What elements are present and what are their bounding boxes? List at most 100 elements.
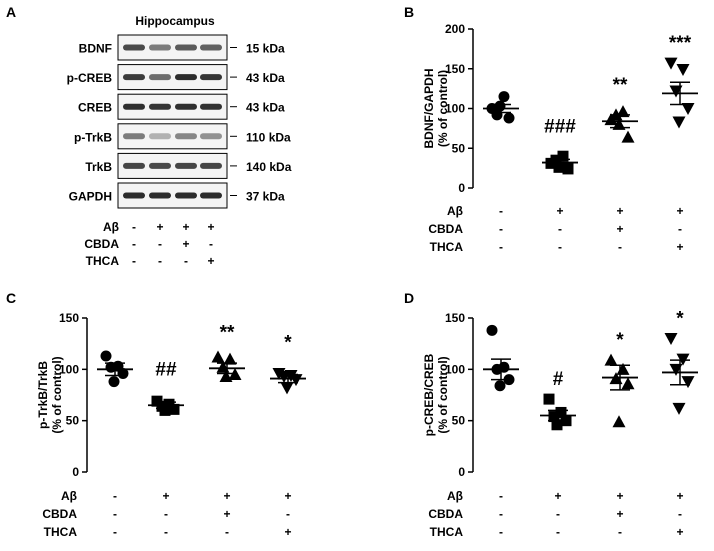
blot-treatment-sign: + xyxy=(156,220,163,234)
data-group: ** xyxy=(602,75,638,143)
data-point xyxy=(548,411,560,423)
treatment-label: Aβ xyxy=(447,489,463,503)
treatment-sign: - xyxy=(499,507,503,521)
treatment-label: Aβ xyxy=(61,489,77,503)
treatment-sign: + xyxy=(676,525,683,539)
significance-marker: # xyxy=(553,369,564,390)
blot-kda-label: 110 kDa xyxy=(246,130,291,144)
treatment-sign: - xyxy=(678,222,682,236)
blot-row: CREB 43 kDa xyxy=(78,93,285,120)
treatment-sign: + xyxy=(676,240,683,254)
y-tick-label: 0 xyxy=(72,465,79,479)
treatment-sign: - xyxy=(558,240,562,254)
blot-kda-label: 43 kDa xyxy=(246,71,285,85)
blot-protein-label: p-TrkB xyxy=(74,130,112,144)
blot-treatment-sign: - xyxy=(158,254,162,268)
treatment-sign: - xyxy=(286,507,290,521)
blot-band xyxy=(200,162,222,169)
blot-band xyxy=(200,192,222,199)
significance-marker: * xyxy=(676,309,684,330)
data-point xyxy=(223,352,237,365)
blot-kda-label: 43 kDa xyxy=(246,101,285,115)
blot-band xyxy=(175,103,197,110)
blot-treatment-sign: - xyxy=(132,220,136,234)
blot-treatment-sign: - xyxy=(209,237,213,251)
data-point xyxy=(672,402,686,415)
blot-band xyxy=(149,133,171,140)
blot-band xyxy=(123,44,145,51)
blot-band xyxy=(149,74,171,81)
significance-marker: ### xyxy=(544,117,576,138)
blot-kda-label: 15 kDa xyxy=(246,42,285,56)
data-point xyxy=(612,415,626,428)
data-point xyxy=(664,57,678,70)
data-point xyxy=(211,350,225,363)
treatment-sign: + xyxy=(162,489,169,503)
treatment-sign: + xyxy=(676,204,683,218)
blot-row: p-CREB 43 kDa xyxy=(67,64,285,91)
blot-band xyxy=(200,103,222,110)
y-tick-label: 200 xyxy=(445,22,465,36)
blot-treatment-sign: - xyxy=(132,254,136,268)
data-point xyxy=(672,116,686,129)
blot-row: TrkB 140 kDa xyxy=(85,152,292,179)
y-tick-label: 100 xyxy=(445,362,465,376)
blot-band xyxy=(175,44,197,51)
data-group: ** xyxy=(209,322,245,383)
treatment-sign: - xyxy=(618,240,622,254)
blot-kda-label: 37 kDa xyxy=(246,190,285,204)
y-axis-label-unit: (% of control) xyxy=(50,356,64,433)
significance-marker: ** xyxy=(220,322,235,343)
panel-label-d: D xyxy=(404,290,414,306)
panel-label-b: B xyxy=(404,4,414,20)
data-point xyxy=(100,350,112,362)
significance-marker: * xyxy=(616,330,624,351)
blot-band xyxy=(200,74,222,81)
blot-kda-label: 140 kDa xyxy=(246,160,292,174)
treatment-sign: - xyxy=(164,507,168,521)
data-point xyxy=(503,112,515,124)
blot-treatment-label: Aβ xyxy=(103,220,119,234)
treatment-sign: + xyxy=(616,507,623,521)
treatment-sign: + xyxy=(223,489,230,503)
blot-band xyxy=(123,103,145,110)
data-point xyxy=(681,103,695,115)
blot-band xyxy=(149,103,171,110)
blot-band xyxy=(175,162,197,169)
y-axis-label-unit: (% of control) xyxy=(436,356,450,433)
blot-treatment-label: THCA xyxy=(86,254,120,268)
treatment-sign: - xyxy=(113,525,117,539)
blot-protein-label: TrkB xyxy=(85,160,112,174)
data-point xyxy=(664,333,678,346)
y-tick-label: 50 xyxy=(452,141,466,155)
blot-band xyxy=(149,192,171,199)
treatment-sign: - xyxy=(558,222,562,236)
data-group: * xyxy=(270,333,306,395)
treatment-sign: + xyxy=(556,204,563,218)
treatment-sign: - xyxy=(499,525,503,539)
blot-band xyxy=(123,133,145,140)
y-axis-label: p-CREB/CREB xyxy=(422,353,436,436)
blot-protein-label: BDNF xyxy=(79,42,112,56)
blot-title: Hippocampus xyxy=(135,14,215,28)
data-point xyxy=(553,161,565,173)
y-tick-label: 150 xyxy=(445,311,465,325)
y-axis-label: BDNF/GAPDH xyxy=(422,69,436,149)
blot-treatment-sign: - xyxy=(184,254,188,268)
data-point xyxy=(550,154,562,166)
blot-row: GAPDH 37 kDa xyxy=(69,182,285,209)
y-tick-label: 100 xyxy=(59,362,79,376)
data-group: * xyxy=(602,330,638,428)
blot-band xyxy=(200,44,222,51)
treatment-sign: - xyxy=(499,489,503,503)
treatment-sign: + xyxy=(616,489,623,503)
blot-band xyxy=(175,133,197,140)
y-tick-label: 0 xyxy=(458,181,465,195)
treatment-label: CBDA xyxy=(42,507,77,521)
treatment-sign: - xyxy=(556,507,560,521)
y-axis-label-unit: (% of control) xyxy=(436,70,450,147)
significance-marker: *** xyxy=(669,33,692,54)
data-point xyxy=(486,324,498,336)
